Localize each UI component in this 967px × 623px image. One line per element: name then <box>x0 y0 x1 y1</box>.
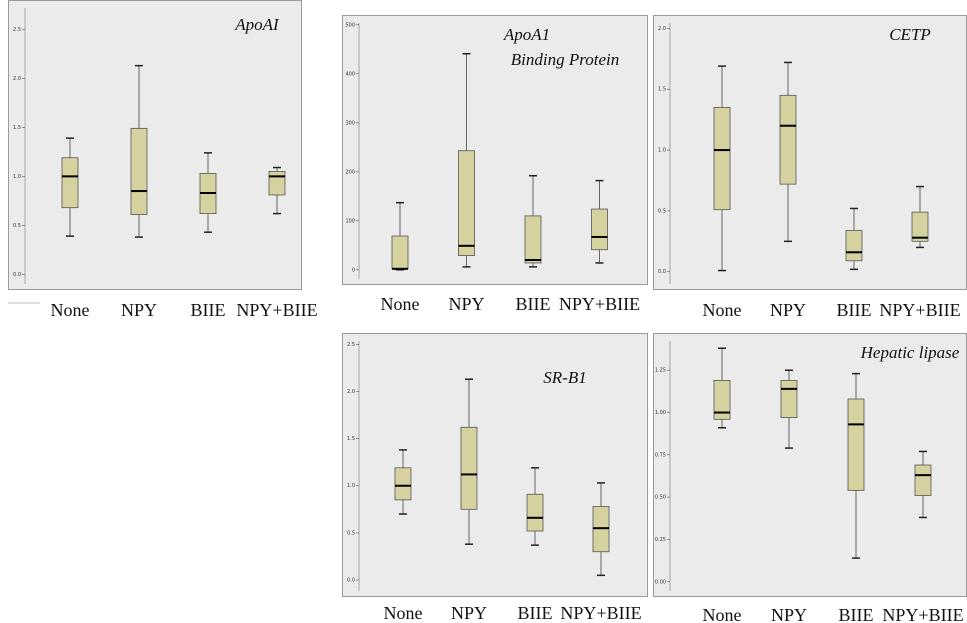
y-tick-label: 400 <box>345 71 355 77</box>
x-tick-label: NPY+BIIE <box>560 603 641 623</box>
x-tick-label: BIIE <box>837 300 872 320</box>
plot-area <box>653 333 967 597</box>
x-tick-label: NPY <box>448 294 484 314</box>
box <box>460 426 478 510</box>
panel-title: CETP <box>889 25 931 44</box>
x-tick-label: NPY <box>770 300 806 320</box>
y-tick-label: 1.0 <box>658 148 666 154</box>
y-tick-label: 2.5 <box>13 27 21 33</box>
y-tick-label: 0.5 <box>347 530 355 536</box>
x-tick-label: NPY <box>451 603 487 623</box>
y-tick-label: 1.5 <box>347 436 355 442</box>
plot-area <box>342 333 648 597</box>
y-tick-label: 1.0 <box>347 483 355 489</box>
panel-title: Hepatic lipase <box>860 343 960 362</box>
y-tick-label: 1.00 <box>655 410 666 416</box>
y-tick-label: 0.75 <box>655 452 666 458</box>
x-tick-label: NPY+BIIE <box>882 605 963 623</box>
box <box>779 94 797 185</box>
box <box>591 208 608 251</box>
y-tick-label: 500 <box>345 22 355 28</box>
box <box>524 215 542 264</box>
x-tick-label: NPY <box>771 605 807 623</box>
y-tick-label: 100 <box>345 218 355 224</box>
x-tick-label: NPY+BIIE <box>236 300 317 320</box>
box <box>713 379 731 420</box>
y-tick-label: 2.5 <box>347 342 355 348</box>
box <box>61 157 79 209</box>
y-tick-label: 0.00 <box>655 579 666 585</box>
panel-title: ApoAI <box>234 15 280 34</box>
y-tick-label: 0.0 <box>13 272 21 278</box>
x-tick-label: BIIE <box>191 300 226 320</box>
y-tick-label: 200 <box>345 169 355 175</box>
plot-area <box>8 0 302 290</box>
y-tick-label: 0.25 <box>655 537 666 543</box>
box <box>268 171 286 196</box>
x-tick-label: NPY+BIIE <box>879 300 960 320</box>
y-tick-label: 2.0 <box>347 389 355 395</box>
x-tick-label: BIIE <box>518 603 553 623</box>
box <box>391 235 409 270</box>
y-tick-label: 1.0 <box>13 174 21 180</box>
box <box>526 493 544 532</box>
box <box>845 229 863 262</box>
y-tick-label: 0.50 <box>655 495 666 501</box>
box <box>914 464 932 496</box>
y-tick-label: 0 <box>352 267 355 273</box>
y-tick-label: 2.0 <box>658 26 666 32</box>
y-tick-label: 0.5 <box>658 208 666 214</box>
y-tick-label: 1.5 <box>658 87 666 93</box>
x-tick-label: None <box>703 605 742 623</box>
box <box>458 150 475 256</box>
x-tick-label: None <box>703 300 742 320</box>
plot-area <box>653 15 967 290</box>
x-tick-label: NPY+BIIE <box>559 294 640 314</box>
y-tick-label: 1.5 <box>13 125 21 131</box>
panel-title: SR-B1 <box>543 368 586 387</box>
y-tick-label: 300 <box>345 120 355 126</box>
panel-title: ApoA1 <box>503 25 550 44</box>
box <box>847 398 865 491</box>
y-tick-label: 2.0 <box>13 76 21 82</box>
y-tick-label: 1.25 <box>655 368 666 374</box>
x-tick-label: BIIE <box>516 294 551 314</box>
box <box>130 127 148 215</box>
box <box>394 467 412 501</box>
box <box>911 211 929 242</box>
y-tick-label: 0.0 <box>347 578 355 584</box>
x-tick-label: None <box>381 294 420 314</box>
y-tick-label: 0.5 <box>13 223 21 229</box>
x-tick-label: NPY <box>121 300 157 320</box>
x-tick-label: BIIE <box>839 605 874 623</box>
x-tick-label: None <box>384 603 423 623</box>
panel-title: Binding Protein <box>511 50 619 69</box>
box <box>780 379 798 419</box>
box <box>713 107 731 211</box>
x-tick-label: None <box>51 300 90 320</box>
y-tick-label: 0.0 <box>658 269 666 275</box>
